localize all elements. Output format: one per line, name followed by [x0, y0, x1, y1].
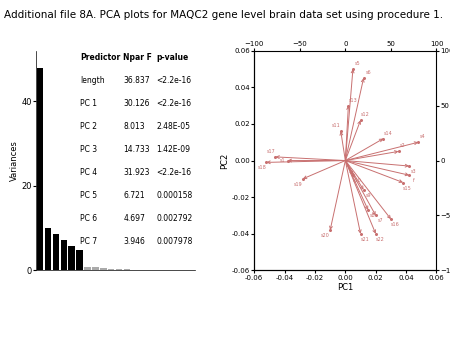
Bar — [108, 269, 114, 270]
Text: PC 5: PC 5 — [81, 191, 98, 200]
Text: s22: s22 — [376, 237, 385, 242]
Bar — [61, 240, 67, 270]
Text: Predictor: Predictor — [81, 53, 121, 62]
Bar — [116, 269, 122, 270]
Text: PC 2: PC 2 — [81, 122, 97, 131]
Text: 1.42E-09: 1.42E-09 — [157, 145, 190, 154]
Y-axis label: PC2: PC2 — [220, 152, 229, 169]
Bar — [92, 267, 99, 270]
Bar — [84, 267, 91, 270]
Text: s5: s5 — [355, 61, 360, 66]
Text: PC 6: PC 6 — [81, 214, 98, 223]
Text: s12: s12 — [361, 112, 369, 117]
Bar — [37, 68, 43, 270]
Text: f: f — [413, 178, 414, 183]
Bar — [132, 269, 138, 270]
Text: s16: s16 — [391, 222, 400, 227]
Text: Additional file 8A. PCA plots for MAQC2 gene level brain data set using procedur: Additional file 8A. PCA plots for MAQC2 … — [4, 10, 444, 20]
Text: s3: s3 — [411, 169, 417, 174]
Text: 0.007978: 0.007978 — [157, 237, 193, 246]
Bar — [124, 269, 130, 270]
Text: s21: s21 — [361, 237, 369, 242]
Text: p-value: p-value — [157, 53, 189, 62]
Text: s11: s11 — [332, 123, 341, 128]
Text: <2.2e-16: <2.2e-16 — [157, 168, 192, 177]
Text: PC 7: PC 7 — [81, 237, 98, 246]
Text: s14: s14 — [383, 130, 392, 136]
Text: s4: s4 — [420, 134, 426, 139]
Bar — [76, 250, 83, 270]
Text: s10: s10 — [353, 178, 362, 183]
Bar — [45, 228, 51, 270]
Text: 3.946: 3.946 — [123, 237, 145, 246]
Text: 0.000158: 0.000158 — [157, 191, 193, 200]
Text: 6.721: 6.721 — [123, 191, 145, 200]
Text: 4.697: 4.697 — [123, 214, 145, 223]
Text: <2.2e-16: <2.2e-16 — [157, 76, 192, 85]
Text: s20: s20 — [321, 233, 330, 238]
Text: PC 1: PC 1 — [81, 99, 97, 108]
Text: s17: s17 — [266, 149, 275, 154]
Y-axis label: Variances: Variances — [9, 140, 18, 181]
X-axis label: PC1: PC1 — [337, 283, 353, 292]
Text: s7: s7 — [378, 218, 383, 223]
Text: 31.923: 31.923 — [123, 168, 150, 177]
Text: 8.013: 8.013 — [123, 122, 145, 131]
Text: s9: s9 — [365, 193, 371, 198]
Text: s18: s18 — [257, 165, 266, 170]
Text: 2.48E-05: 2.48E-05 — [157, 122, 190, 131]
Text: 14.733: 14.733 — [123, 145, 150, 154]
Text: 30.126: 30.126 — [123, 99, 150, 108]
Text: 0.002792: 0.002792 — [157, 214, 193, 223]
Bar — [53, 235, 59, 270]
Text: s13: s13 — [349, 98, 357, 103]
Text: PC 3: PC 3 — [81, 145, 98, 154]
Text: PC 4: PC 4 — [81, 168, 98, 177]
Text: s2: s2 — [400, 143, 406, 148]
Text: s6: s6 — [365, 70, 371, 75]
Text: <2.2e-16: <2.2e-16 — [157, 99, 192, 108]
Text: s8: s8 — [370, 213, 375, 218]
Text: s19: s19 — [294, 182, 302, 187]
Text: Npar F: Npar F — [123, 53, 152, 62]
Bar — [68, 246, 75, 270]
Text: length: length — [81, 76, 105, 85]
Text: s15: s15 — [403, 186, 412, 191]
Text: 36.837: 36.837 — [123, 76, 150, 85]
Bar — [100, 268, 107, 270]
Text: s1: s1 — [280, 158, 286, 163]
